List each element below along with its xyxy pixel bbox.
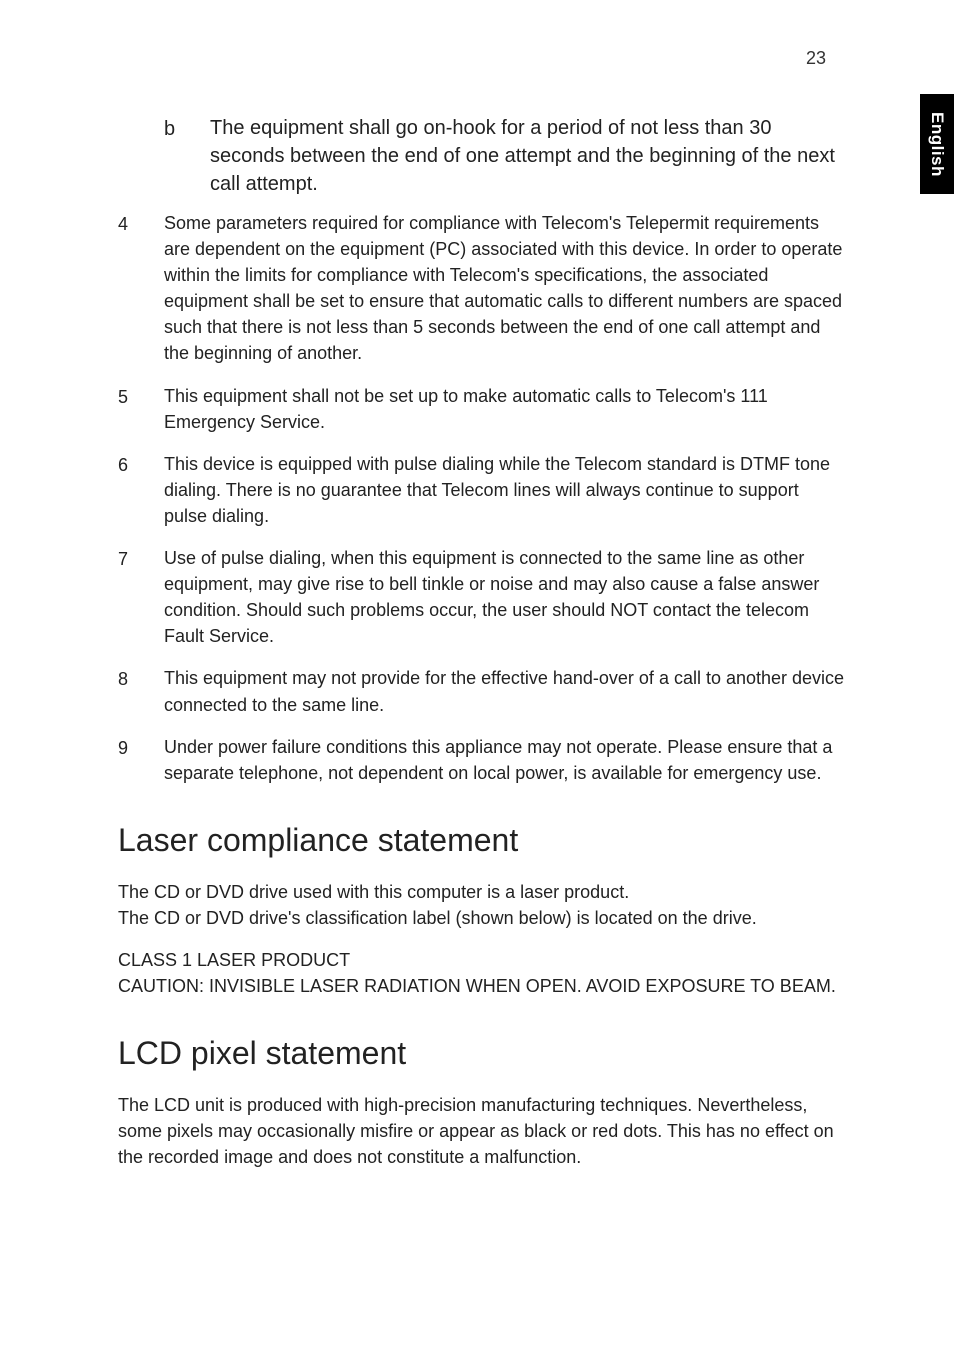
lcd-paragraph: The LCD unit is produced with high-preci… <box>118 1092 846 1170</box>
list-text: This equipment may not provide for the e… <box>164 665 846 717</box>
list-sub-item: b The equipment shall go on-hook for a p… <box>118 114 846 198</box>
lcd-heading: LCD pixel statement <box>118 1035 846 1072</box>
list-sub-marker: b <box>164 114 210 198</box>
list-text: Use of pulse dialing, when this equipmen… <box>164 545 846 649</box>
numbered-list-item: 6 This device is equipped with pulse dia… <box>118 451 846 529</box>
list-text: This device is equipped with pulse diali… <box>164 451 846 529</box>
laser-heading: Laser compliance statement <box>118 822 846 859</box>
list-marker: 6 <box>118 451 164 529</box>
list-text: Some parameters required for compliance … <box>164 210 846 367</box>
numbered-list-item: 7 Use of pulse dialing, when this equipm… <box>118 545 846 649</box>
list-text: Under power failure conditions this appl… <box>164 734 846 786</box>
laser-paragraph-3: CLASS 1 LASER PRODUCT <box>118 947 846 973</box>
numbered-list-item: 9 Under power failure conditions this ap… <box>118 734 846 786</box>
list-sub-text: The equipment shall go on-hook for a per… <box>210 114 846 198</box>
numbered-list-item: 4 Some parameters required for complianc… <box>118 210 846 367</box>
list-marker: 5 <box>118 383 164 435</box>
list-marker: 8 <box>118 665 164 717</box>
numbered-list-item: 8 This equipment may not provide for the… <box>118 665 846 717</box>
list-text: This equipment shall not be set up to ma… <box>164 383 846 435</box>
numbered-list-item: 5 This equipment shall not be set up to … <box>118 383 846 435</box>
laser-paragraph-2: The CD or DVD drive's classification lab… <box>118 905 846 931</box>
laser-paragraph-1: The CD or DVD drive used with this compu… <box>118 879 846 905</box>
page-content: b The equipment shall go on-hook for a p… <box>0 0 954 1246</box>
list-marker: 7 <box>118 545 164 649</box>
list-marker: 4 <box>118 210 164 367</box>
list-marker: 9 <box>118 734 164 786</box>
laser-paragraph-4: CAUTION: INVISIBLE LASER RADIATION WHEN … <box>118 973 846 999</box>
